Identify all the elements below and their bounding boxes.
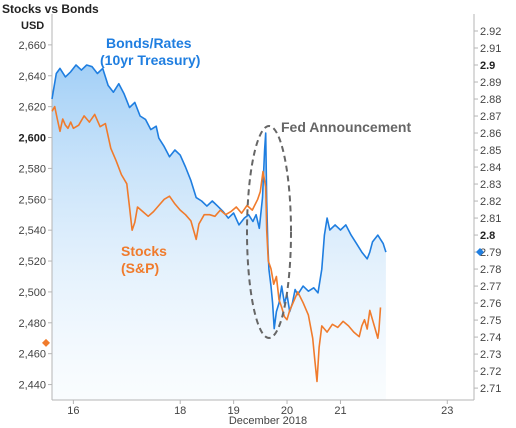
right-tick-label: 2.84 [480, 162, 501, 174]
x-axis-label: December 2018 [229, 415, 307, 427]
right-tick-label: 2.74 [480, 332, 501, 344]
stocks-label-line2: (S&P) [121, 260, 159, 276]
left-tick-label: 2,500 [18, 287, 46, 299]
left-tick-label: 2,460 [18, 349, 46, 361]
left-tick-label: 2,540 [18, 225, 46, 237]
left-tick-label: 2,620 [18, 102, 46, 114]
right-tick-label: 2.72 [480, 366, 501, 378]
left-axis-ticks: 2,440 2,460 2,480 2,500 2,520 2,540 2,560 2,580… [18, 40, 52, 392]
right-tick-label: 2.92 [480, 26, 501, 38]
x-tick-label: 20 [281, 405, 293, 417]
stocks-series-line [51, 105, 382, 383]
stocks-label-line1: Stocks [121, 243, 167, 259]
bonds-label-line1: Bonds/Rates [106, 35, 192, 51]
x-tick-label: 18 [174, 405, 186, 417]
right-tick-label: 2.89 [480, 77, 501, 89]
left-tick-label: 2,520 [18, 256, 46, 268]
left-tick-label: 2,560 [18, 194, 46, 206]
bonds-last-value-marker [476, 248, 484, 257]
x-tick-label: 19 [227, 405, 239, 417]
right-tick-label: 2.75 [480, 315, 501, 327]
bonds-area-fill [52, 65, 386, 400]
stocks-last-value-marker [42, 338, 50, 347]
bonds-series-line [51, 64, 387, 330]
x-tick-label: 21 [334, 405, 346, 417]
right-tick-label: 2.79 [480, 247, 501, 259]
right-tick-label: 2.71 [480, 383, 501, 395]
right-tick-label: 2.88 [480, 94, 501, 106]
left-tick-label: 2,600 [18, 133, 46, 145]
right-tick-label: 2.82 [480, 196, 501, 208]
right-tick-label: 2.83 [480, 179, 501, 191]
left-tick-label: 2,580 [18, 163, 46, 175]
right-tick-label: 2.9 [480, 60, 495, 72]
right-tick-label: 2.87 [480, 111, 501, 123]
left-tick-label: 2,660 [18, 40, 46, 52]
right-tick-label: 2.77 [480, 281, 501, 293]
right-tick-label: 2.76 [480, 298, 501, 310]
right-tick-label: 2.73 [480, 349, 501, 361]
fed-announcement-ellipse [246, 125, 292, 339]
right-tick-label: 2.78 [480, 264, 501, 276]
left-axis-unit: USD [21, 20, 44, 32]
right-tick-label: 2.8 [480, 230, 495, 242]
right-tick-label: 2.86 [480, 128, 501, 140]
right-tick-label: 2.85 [480, 145, 501, 157]
x-axis-ticks: 16 18 19 20 21 23 [67, 400, 453, 417]
right-tick-label: 2.91 [480, 43, 501, 55]
right-tick-label: 2.81 [480, 213, 501, 225]
left-tick-label: 2,480 [18, 318, 46, 330]
x-tick-label: 23 [441, 405, 453, 417]
left-tick-label: 2,640 [18, 71, 46, 83]
left-tick-label: 2,440 [18, 380, 46, 392]
chart-title: Stocks vs Bonds [2, 2, 99, 16]
bonds-label-line2: (10yr Treasury) [100, 52, 200, 68]
right-axis-ticks: 2.712.722.732.742.752.762.772.782.792.82… [474, 26, 501, 395]
fed-announcement-label: Fed Announcement [281, 119, 411, 135]
x-tick-label: 16 [67, 405, 79, 417]
